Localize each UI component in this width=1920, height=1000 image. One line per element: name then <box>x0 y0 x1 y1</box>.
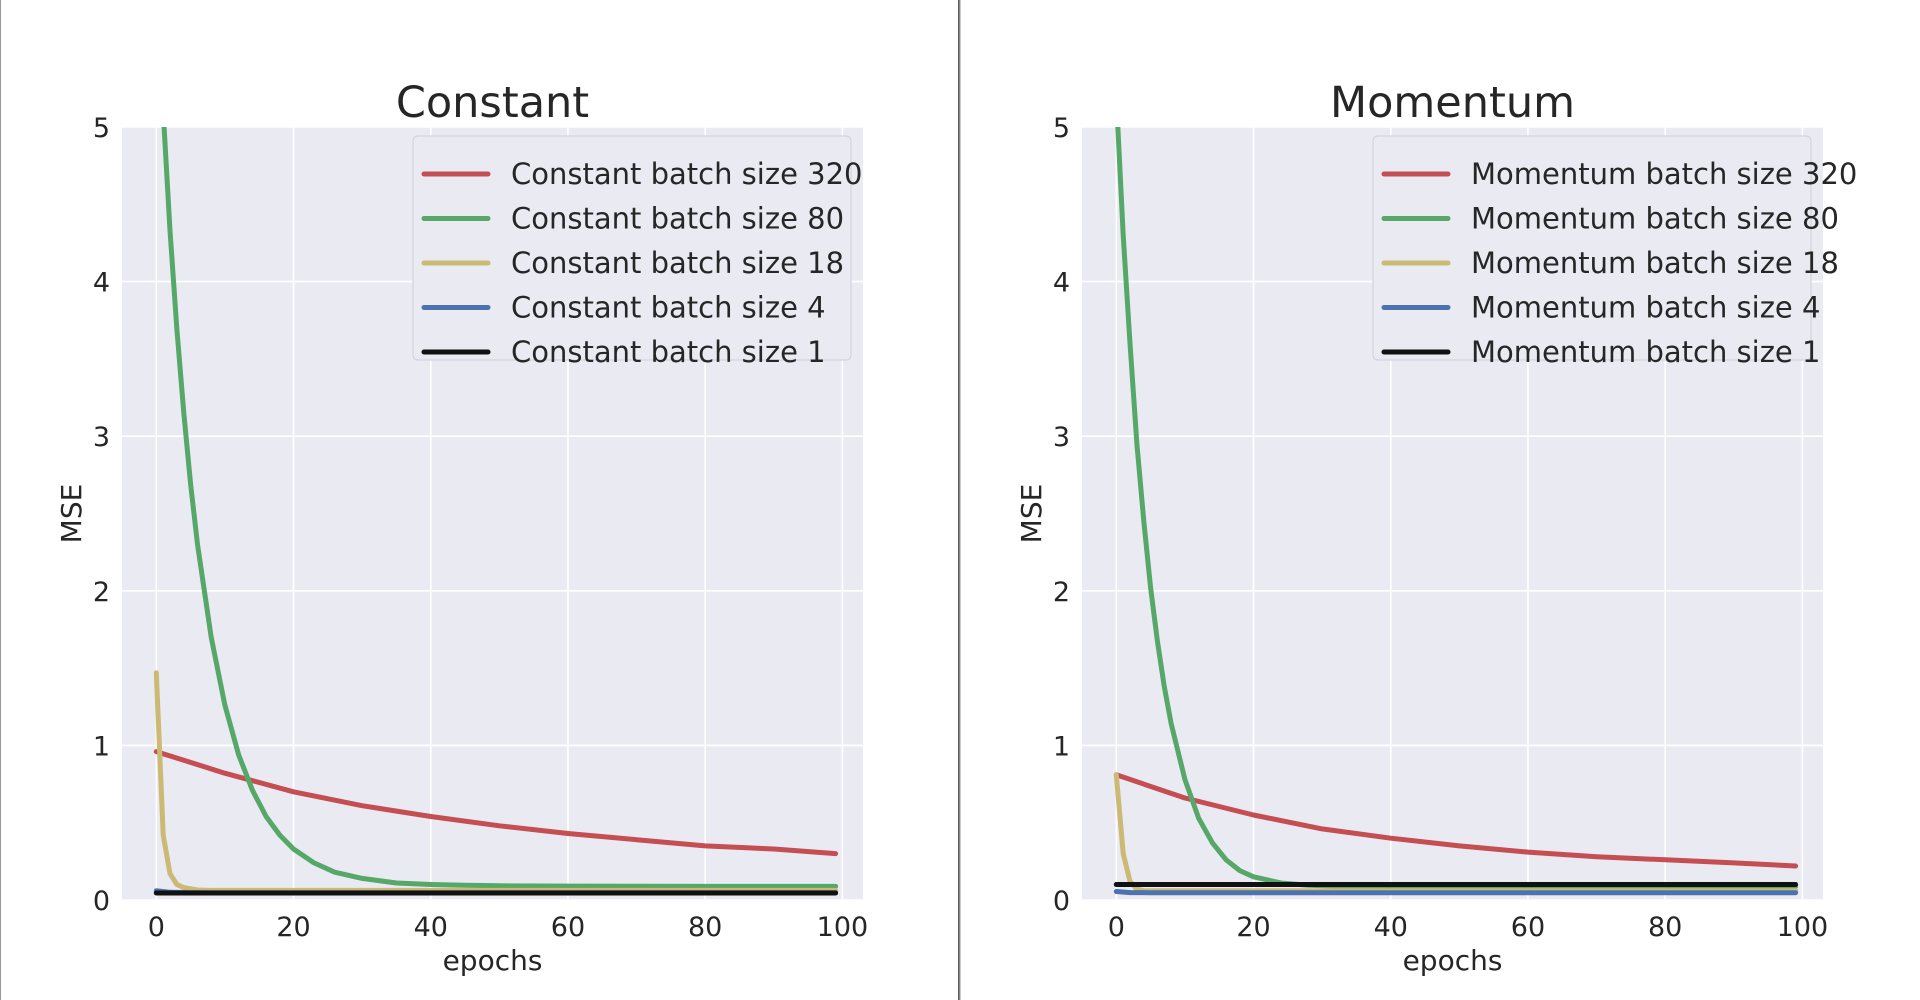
legend-label: Constant batch size 4 <box>511 291 826 325</box>
series-line-momentum-batch-size-4 <box>1113 889 1799 896</box>
y-tick-label: 5 <box>1053 113 1070 144</box>
x-tick-label: 60 <box>551 912 585 943</box>
legend-box <box>412 135 852 361</box>
series-group <box>1113 127 1799 896</box>
x-axis-label: epochs <box>1403 944 1503 977</box>
y-tick-label: 4 <box>1053 268 1070 299</box>
x-tick-label: 100 <box>817 912 869 943</box>
x-tick-label: 60 <box>1511 912 1545 943</box>
x-tick-label: 0 <box>148 912 165 943</box>
legend-box <box>1372 135 1812 361</box>
legend-label: Momentum batch size 1 <box>1471 335 1820 369</box>
series-group <box>153 127 839 896</box>
legend-label: Constant batch size 1 <box>511 335 826 369</box>
y-tick-label: 1 <box>93 731 110 762</box>
window-divider[interactable] <box>958 0 961 1000</box>
y-tick-label: 0 <box>1053 886 1070 917</box>
left-figure-panel: 0 20 40 60 80 100 0 1 2 3 4 5 Constant epochs MSE Const… <box>0 0 958 1000</box>
legend-label: Constant batch size 320 <box>511 157 862 191</box>
x-tick-label: 20 <box>276 912 310 943</box>
x-axis-label: epochs <box>443 944 543 977</box>
x-tick-label: 100 <box>1777 912 1829 943</box>
y-axis-label: MSE <box>55 484 88 544</box>
series-line-constant-batch-size-320 <box>153 749 839 857</box>
y-axis-label: MSE <box>1015 484 1048 544</box>
x-tick-label: 40 <box>414 912 448 943</box>
legend-label: Momentum batch size 80 <box>1471 202 1839 236</box>
y-tick-label: 5 <box>93 113 110 144</box>
x-tick-label: 0 <box>1108 912 1125 943</box>
legend-label: Momentum batch size 4 <box>1471 291 1820 325</box>
legend-label: Momentum batch size 320 <box>1471 157 1857 191</box>
y-tick-label: 4 <box>93 268 110 299</box>
x-tick-label: 80 <box>1648 912 1682 943</box>
legend-label: Constant batch size 18 <box>511 246 844 280</box>
series-line-constant-batch-size-80 <box>161 127 839 889</box>
y-tick-label: 2 <box>1053 577 1070 608</box>
x-tick-label: 40 <box>1374 912 1408 943</box>
x-tick-label: 80 <box>688 912 722 943</box>
series-line-momentum-batch-size-320 <box>1113 772 1799 869</box>
y-tick-label: 1 <box>1053 731 1070 762</box>
y-tick-label: 2 <box>93 577 110 608</box>
chart-constant: 0 20 40 60 80 100 0 1 2 3 4 5 Constant epochs MSE Const… <box>55 78 869 977</box>
legend-label: Momentum batch size 18 <box>1471 246 1839 280</box>
x-tick-label: 20 <box>1236 912 1270 943</box>
chart-momentum: 0 20 40 60 80 100 0 1 2 3 4 5 Momentum epochs MSE Momen… <box>1015 78 1857 977</box>
chart-title: Momentum <box>1330 78 1575 128</box>
y-tick-label: 3 <box>93 422 110 453</box>
right-figure-panel: 0 20 40 60 80 100 0 1 2 3 4 5 Momentum epochs MSE Momen… <box>961 0 1920 1000</box>
legend-label: Constant batch size 80 <box>511 202 844 236</box>
chart-title: Constant <box>396 78 589 128</box>
y-tick-label: 3 <box>1053 422 1070 453</box>
y-tick-label: 0 <box>93 886 110 917</box>
